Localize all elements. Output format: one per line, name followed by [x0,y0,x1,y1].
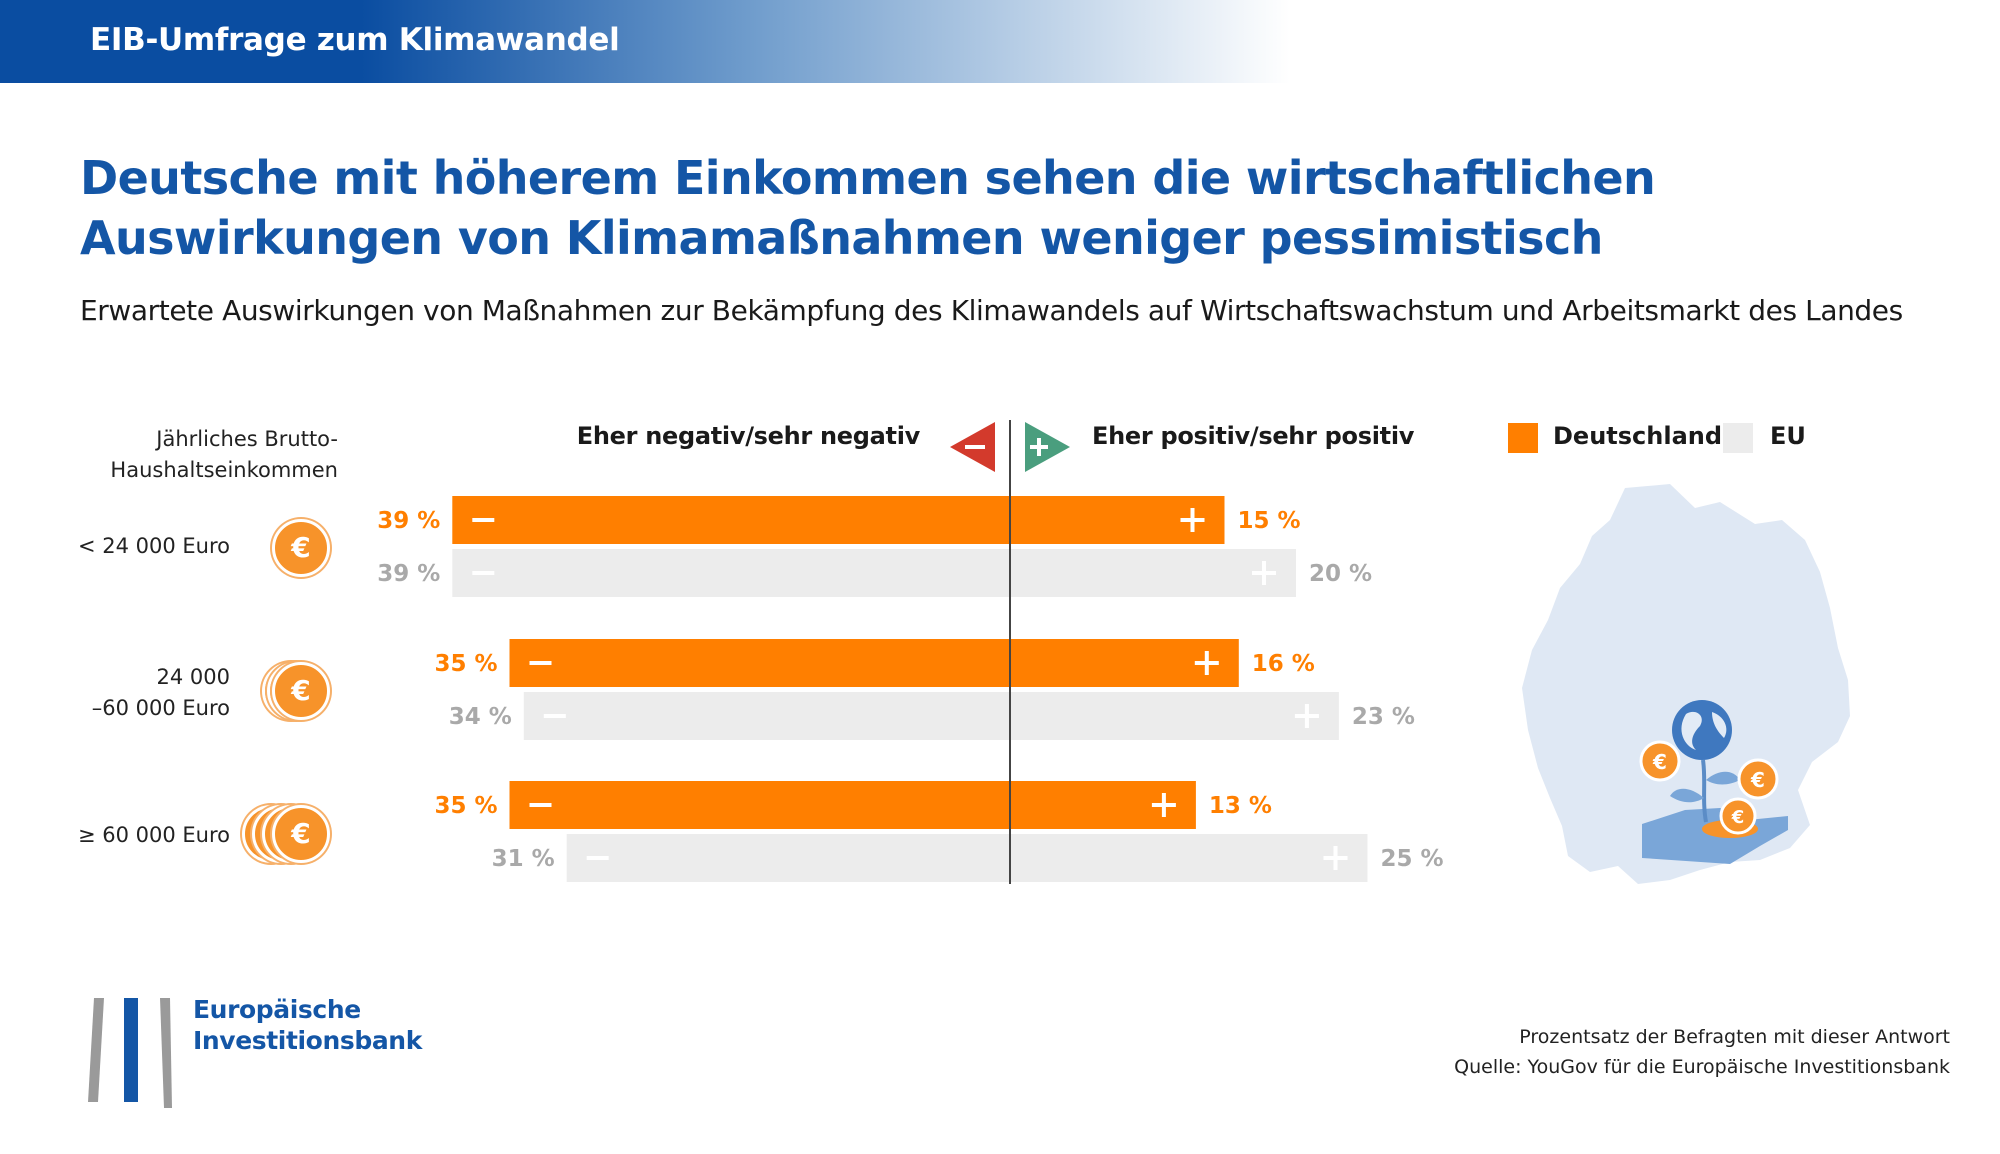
euro-coin-symbol: € [1652,750,1667,774]
y-axis-title-line1: Jährliches Brutto- [156,427,338,451]
germany-map-illustration: € € € [1522,484,1850,884]
logo-text-line2: Investitionsbank [193,1026,422,1055]
logo-stripe-gray [88,998,104,1102]
euro-coin-icon [1639,740,1681,782]
logo-text: Europäische Investitionsbank [193,994,422,1056]
legend-label-de: Deutschland [1553,422,1723,450]
data-label-positive-de-2: 13 % [1209,793,1272,819]
bar-eu-0 [452,549,1296,597]
eib-logo-icon [88,998,172,1108]
euro-coin-icon [1737,758,1779,800]
euro-coin-symbol: € [1731,807,1745,828]
data-label-negative-de-2: 35 % [434,793,497,819]
bar-eu-1 [523,692,1339,740]
positive-arrow-plus-icon [1037,438,1041,456]
plus-icon [1161,793,1166,817]
globe-land-icon [1681,711,1702,750]
chart-title: Deutsche mit höherem Einkommen sehen die… [80,148,1656,268]
y-axis-title-line2: Haushaltseinkommen [110,458,338,482]
data-label-positive-eu-0: 20 % [1309,561,1372,587]
legend-swatch-de [1508,423,1538,453]
minus-icon [543,714,566,718]
category-label-low-text: < 24 000 Euro [77,534,230,558]
minus-icon [472,518,495,522]
minus-icon [472,571,495,575]
negative-arrow-minus-icon [965,445,985,449]
euro-coin-icon: € [272,662,330,720]
plus-icon [1304,704,1309,728]
category-label-low: < 24 000 Euro [0,531,230,562]
category-label-high-text: ≥ 60 000 Euro [77,823,230,847]
chart-title-line2: Auswirkungen von Klimamaßnahmen weniger … [80,211,1603,265]
category-label-mid-line2: –60 000 Euro [91,696,230,720]
chart-subtitle: Erwartete Auswirkungen von Maßnahmen zur… [80,294,1903,327]
plus-icon [1262,561,1266,585]
leaf-icon [1670,788,1704,803]
data-label-negative-eu-1: 34 % [449,704,512,730]
category-label-mid-line1: 24 000 [156,665,230,689]
data-label-negative-eu-0: 39 % [377,561,440,587]
legend-label-eu: EU [1770,422,1806,450]
euro-coin-icon: € [272,805,330,863]
category-label-mid: 24 000 –60 000 Euro [0,662,230,724]
category-label-high: ≥ 60 000 Euro [0,820,230,851]
euro-coin-symbol: € [1750,768,1765,792]
legend-swatch-eu [1723,423,1753,453]
leaf-icon [1706,771,1740,785]
banner-title: EIB-Umfrage zum Klimawandel [90,22,620,58]
bar-de-1 [509,639,1239,687]
euro-coin-icon [1719,797,1757,835]
bar-de-2 [509,781,1196,829]
positive-header: Eher positiv/sehr positiv [1092,422,1415,450]
plant-stem-icon [1701,759,1708,823]
minus-icon [586,856,609,860]
data-label-positive-eu-1: 23 % [1352,704,1415,730]
plus-icon [1190,508,1195,532]
logo-text-line1: Europäische [193,995,361,1024]
euro-coin-icon: € [272,519,330,577]
data-label-negative-de-1: 35 % [434,651,497,677]
globe-land-icon [1712,712,1727,738]
data-label-positive-eu-2: 25 % [1381,846,1444,872]
negative-header: Eher negativ/sehr negativ [576,422,921,450]
logo-stripe-blue [124,998,138,1102]
chart-title-line1: Deutsche mit höherem Einkommen sehen die… [80,151,1656,205]
bar-de-0 [452,496,1225,544]
bar-eu-2 [566,834,1368,882]
data-label-positive-de-1: 16 % [1252,651,1315,677]
data-label-negative-eu-2: 31 % [492,846,555,872]
data-label-negative-de-0: 39 % [377,508,440,534]
minus-icon [529,661,552,665]
data-label-positive-de-0: 15 % [1238,508,1301,534]
plus-icon [1333,846,1338,870]
logo-stripe-gray [160,998,172,1108]
y-axis-title: Jährliches Brutto- Haushaltseinkommen [100,424,338,486]
footnote-source: Quelle: YouGov für die Europäische Inves… [1454,1056,1950,1078]
footnote-note: Prozentsatz der Befragten mit dieser Ant… [1519,1026,1950,1048]
footnote: Prozentsatz der Befragten mit dieser Ant… [1454,1022,1950,1082]
plus-icon [1204,651,1209,675]
minus-icon [529,803,552,807]
header-banner: EIB-Umfrage zum Klimawandel [0,0,1290,83]
